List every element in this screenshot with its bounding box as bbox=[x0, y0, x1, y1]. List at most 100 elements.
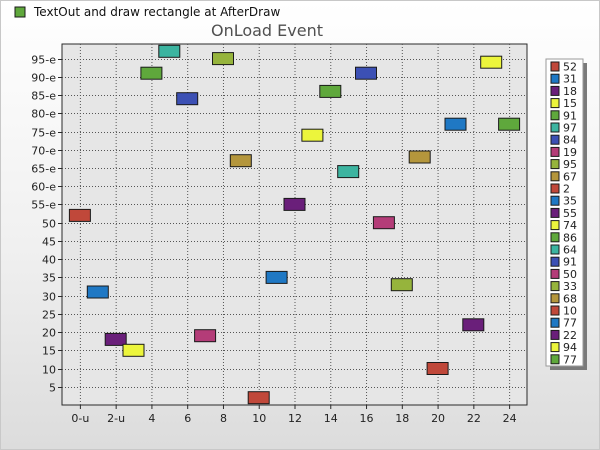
legend-swatch bbox=[550, 293, 560, 304]
legend-label: 68 bbox=[563, 292, 577, 305]
data-point-mark bbox=[498, 117, 521, 131]
x-tick-label: 24 bbox=[503, 412, 517, 425]
y-tick-label: 90-e bbox=[31, 72, 56, 85]
data-point-mark bbox=[319, 84, 342, 98]
legend-label: 35 bbox=[563, 195, 577, 208]
y-tick-label: 30 bbox=[42, 291, 56, 304]
data-point-mark bbox=[355, 66, 377, 80]
x-tick-label: 22 bbox=[467, 412, 481, 425]
y-tick-label: 35 bbox=[42, 272, 56, 285]
legend-swatch bbox=[550, 159, 560, 170]
legend-swatch bbox=[550, 110, 560, 121]
legend-label: 91 bbox=[563, 256, 577, 269]
data-point-mark bbox=[194, 329, 217, 343]
y-tick-label: 15 bbox=[42, 345, 56, 358]
data-point-mark bbox=[462, 318, 485, 332]
legend-label: 50 bbox=[563, 268, 577, 281]
data-point-mark bbox=[426, 362, 449, 375]
legend-swatch bbox=[550, 281, 560, 292]
legend-label: 91 bbox=[563, 109, 577, 122]
legend-swatch bbox=[550, 232, 560, 243]
legend-swatch bbox=[550, 220, 560, 231]
x-tick-label: 0-u bbox=[71, 412, 89, 425]
chart-title: OnLoad Event bbox=[211, 21, 323, 40]
y-tick-label: 75-e bbox=[31, 127, 56, 140]
x-tick-label: 10 bbox=[252, 412, 266, 425]
legend-swatch bbox=[550, 98, 560, 109]
legend-label: 95 bbox=[563, 158, 577, 171]
data-point-mark bbox=[372, 216, 395, 230]
data-point-mark bbox=[212, 52, 234, 66]
y-tick-label: 40 bbox=[42, 254, 56, 267]
legend: 5231181591978419956723555748664915033681… bbox=[550, 61, 577, 366]
y-tick-label: 45 bbox=[42, 236, 56, 249]
y-tick-label: 20 bbox=[42, 327, 56, 340]
y-tick-label: 85-e bbox=[31, 90, 56, 103]
y-tick-label: 95-e bbox=[31, 54, 56, 67]
data-point-mark bbox=[86, 285, 109, 299]
data-point-mark bbox=[229, 154, 252, 168]
legend-label: 67 bbox=[563, 170, 577, 183]
data-point-mark bbox=[247, 391, 270, 405]
legend-swatch bbox=[550, 171, 560, 182]
legend-label: 18 bbox=[563, 85, 577, 98]
legend-label: 52 bbox=[563, 61, 577, 74]
data-point-mark bbox=[337, 165, 360, 179]
legend-swatch bbox=[550, 134, 560, 145]
legend-label: 77 bbox=[563, 317, 577, 330]
x-tick-label: 14 bbox=[324, 412, 338, 425]
x-tick-label: 16 bbox=[360, 412, 374, 425]
data-point-mark bbox=[408, 150, 431, 164]
legend-label: 97 bbox=[563, 122, 577, 135]
x-tick-label: 20 bbox=[431, 412, 445, 425]
legend-label: 19 bbox=[563, 146, 577, 159]
x-tick-label: 12 bbox=[288, 412, 302, 425]
legend-swatch bbox=[550, 207, 560, 218]
legend-label: 31 bbox=[563, 73, 577, 86]
legend-swatch bbox=[550, 268, 560, 279]
legend-label: 15 bbox=[563, 97, 577, 110]
data-point-mark bbox=[390, 278, 413, 292]
x-tick-label: 4 bbox=[148, 412, 155, 425]
axis-ticks: 0-u 2-u 4 6 8 10 12 14 16 18 20 22 24 5 10 15 20 25 30 35 40… bbox=[31, 54, 516, 426]
data-point-mark bbox=[140, 66, 163, 80]
header-label: TextOut and draw rectangle at AfterDraw bbox=[33, 5, 280, 19]
legend-label: 86 bbox=[563, 231, 577, 244]
legend-swatch bbox=[550, 73, 560, 84]
y-tick-label: 5 bbox=[49, 382, 56, 395]
legend-swatch bbox=[550, 305, 560, 316]
data-marks bbox=[68, 44, 521, 405]
legend-label: 22 bbox=[563, 329, 577, 342]
y-tick-label: 70-e bbox=[31, 145, 56, 158]
legend-label: 64 bbox=[563, 244, 577, 257]
y-tick-label: 55-e bbox=[31, 199, 56, 212]
grid-lines bbox=[62, 44, 527, 405]
data-point-mark bbox=[158, 44, 181, 58]
data-point-mark bbox=[480, 55, 503, 69]
x-tick-label: 6 bbox=[184, 412, 191, 425]
x-tick-label: 18 bbox=[395, 412, 409, 425]
y-tick-label: 60-e bbox=[31, 181, 56, 194]
x-tick-label: 2-u bbox=[107, 412, 125, 425]
legend-label: 77 bbox=[563, 353, 577, 366]
legend-label: 55 bbox=[563, 207, 577, 220]
legend-swatch bbox=[550, 256, 560, 267]
legend-swatch bbox=[550, 61, 560, 72]
legend-swatch bbox=[550, 354, 560, 365]
legend-swatch bbox=[550, 329, 560, 340]
y-tick-label: 25 bbox=[42, 309, 56, 322]
legend-label: 94 bbox=[563, 341, 577, 354]
x-tick-label: 8 bbox=[220, 412, 227, 425]
legend-swatch bbox=[550, 342, 560, 353]
header-swatch bbox=[14, 6, 26, 18]
legend-swatch bbox=[550, 122, 560, 133]
y-tick-label: 50 bbox=[42, 218, 56, 231]
legend-label: 74 bbox=[563, 219, 577, 232]
legend-label: 2 bbox=[563, 183, 570, 196]
data-point-mark bbox=[68, 208, 91, 222]
legend-label: 33 bbox=[563, 280, 577, 293]
legend-swatch bbox=[550, 146, 560, 157]
data-point-mark bbox=[265, 270, 288, 284]
